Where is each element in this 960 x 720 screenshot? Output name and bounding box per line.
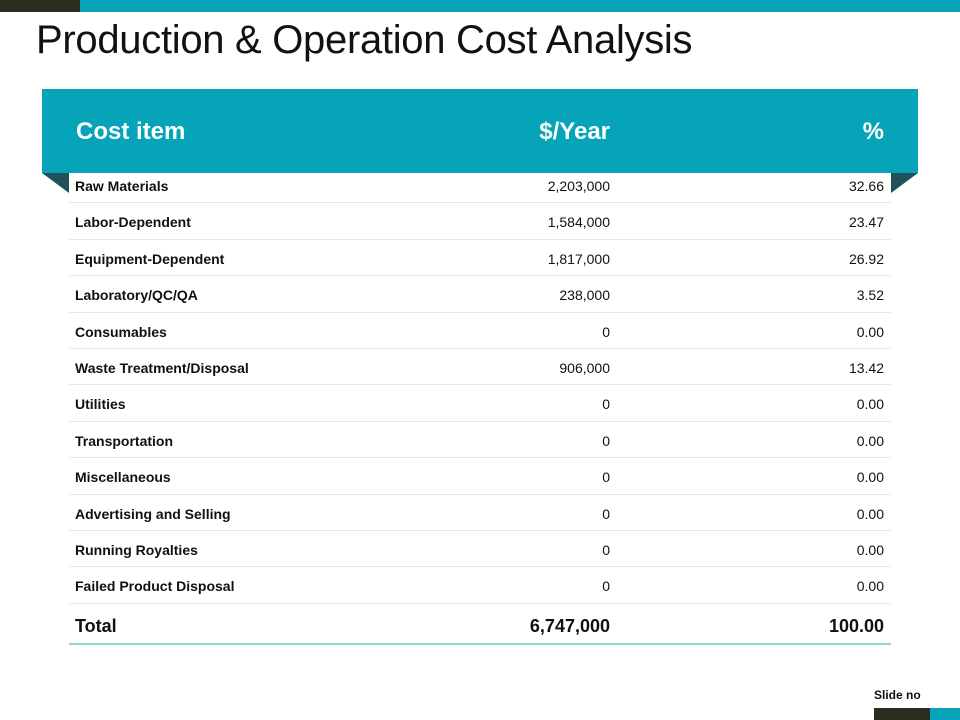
row-percent-value: 0.00 — [856, 541, 884, 558]
table-row: Failed Product Disposal 0 0.00 — [69, 567, 891, 604]
table-row: Laboratory/QC/QA 238,000 3.52 — [69, 276, 891, 313]
row-percent-value: 23.47 — [848, 214, 884, 231]
table-row: Equipment-Dependent 1,817,000 26.92 — [69, 240, 891, 277]
row-percent-value: 3.52 — [856, 287, 884, 304]
bottom-bar-dark-accent — [874, 708, 930, 720]
row-year-value: 0 — [602, 578, 610, 595]
row-percent-value: 0.00 — [856, 505, 884, 522]
table-row: Waste Treatment/Disposal 906,000 13.42 — [69, 349, 891, 386]
slide-number-label: Slide no — [874, 688, 921, 702]
row-name: Equipment-Dependent — [75, 250, 225, 267]
row-name: Consumables — [75, 323, 167, 340]
table-row: Running Royalties 0 0.00 — [69, 531, 891, 568]
row-year-value: 0 — [602, 505, 610, 522]
row-name: Miscellaneous — [75, 469, 171, 486]
row-percent-value: 0.00 — [856, 578, 884, 595]
row-year-value: 1,584,000 — [547, 214, 610, 231]
row-percent-value: 0.00 — [856, 469, 884, 486]
table-row: Labor-Dependent 1,584,000 23.47 — [69, 203, 891, 240]
header-dollar-per-year: $/Year — [539, 118, 610, 145]
row-year-value: 238,000 — [559, 287, 610, 304]
cost-table: Raw Materials 2,203,000 32.66 Labor-Depe… — [69, 167, 891, 645]
table-row: Consumables 0 0.00 — [69, 313, 891, 349]
table-row: Raw Materials 2,203,000 32.66 — [69, 167, 891, 204]
row-year-value: 1,817,000 — [547, 250, 610, 267]
row-name: Laboratory/QC/QA — [75, 287, 198, 304]
total-percent-value: 100.00 — [828, 615, 884, 636]
top-bar-teal-accent — [80, 0, 960, 12]
row-name: Running Royalties — [75, 541, 198, 558]
row-percent-value: 26.92 — [848, 250, 884, 267]
top-bar-dark-accent — [0, 0, 80, 12]
table-row: Transportation 0 0.00 — [69, 422, 891, 459]
row-percent-value: 0.00 — [856, 396, 884, 413]
table-total-row: Total 6,747,000 100.00 — [69, 604, 891, 645]
row-percent-value: 13.42 — [848, 359, 884, 376]
table-row: Utilities 0 0.00 — [69, 385, 891, 422]
banner-fold-right — [891, 173, 918, 193]
row-name: Transportation — [75, 432, 174, 449]
row-name: Raw Materials — [75, 178, 169, 194]
row-year-value: 0 — [602, 432, 610, 449]
row-percent-value: 0.00 — [856, 432, 884, 449]
banner-fold-left — [42, 173, 69, 193]
table-row: Miscellaneous 0 0.00 — [69, 458, 891, 495]
header-cost-item: Cost item — [76, 118, 186, 145]
bottom-bar-teal-accent — [930, 708, 960, 720]
row-year-value: 0 — [602, 323, 610, 340]
row-percent-value: 32.66 — [848, 178, 884, 194]
row-name: Failed Product Disposal — [75, 578, 235, 595]
row-year-value: 0 — [602, 396, 610, 413]
header-percent: % — [862, 118, 884, 145]
row-name: Utilities — [75, 396, 126, 413]
row-name: Waste Treatment/Disposal — [75, 359, 249, 376]
row-percent-value: 0.00 — [856, 323, 884, 340]
row-name: Advertising and Selling — [75, 505, 231, 522]
row-year-value: 0 — [602, 541, 610, 558]
table-header-banner — [42, 89, 918, 173]
row-year-value: 0 — [602, 469, 610, 486]
total-year-value: 6,747,000 — [529, 615, 610, 636]
total-label: Total — [75, 615, 117, 636]
row-year-value: 906,000 — [559, 359, 610, 376]
row-year-value: 2,203,000 — [547, 178, 610, 194]
slide-title: Production & Operation Cost Analysis — [36, 18, 693, 62]
row-name: Labor-Dependent — [75, 214, 191, 231]
table-row: Advertising and Selling 0 0.00 — [69, 495, 891, 531]
